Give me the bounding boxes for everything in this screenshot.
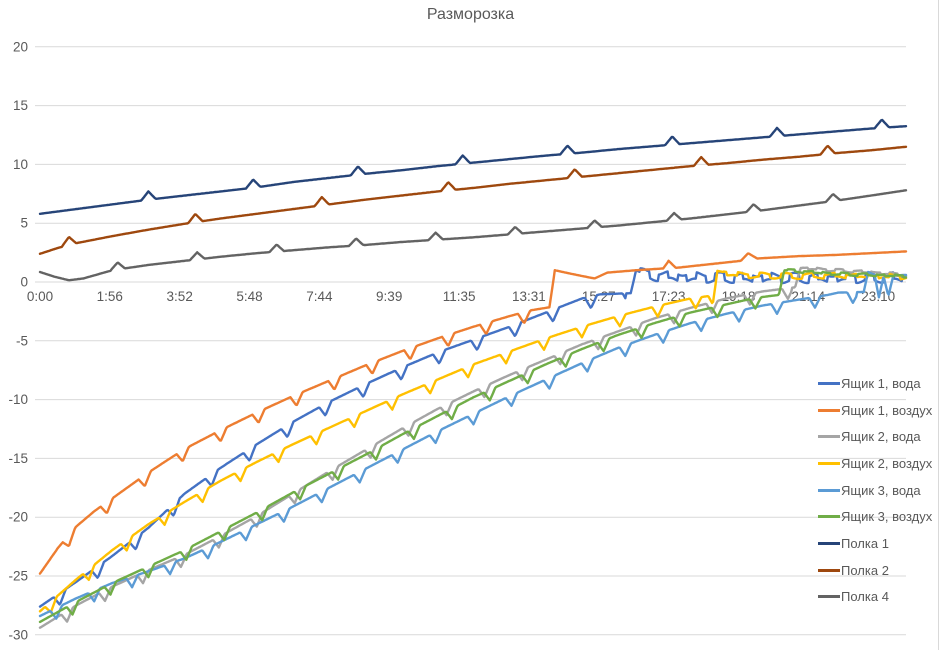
y-tick-label: -15 bbox=[8, 451, 28, 466]
y-tick-label: -10 bbox=[8, 392, 28, 407]
legend: Ящик 1, вода Ящик 1, воздух Ящик 2, вода Ящ… bbox=[818, 370, 936, 610]
legend-swatch-icon bbox=[818, 435, 840, 439]
legend-item-8: Полка 2 bbox=[818, 557, 936, 584]
legend-swatch-icon bbox=[818, 408, 840, 412]
series-line-9 bbox=[38, 189, 908, 282]
legend-item-5: Ящик 3, вода bbox=[818, 477, 936, 504]
y-tick-label: -5 bbox=[16, 333, 28, 348]
series-line-8 bbox=[38, 144, 908, 255]
y-tick-label: -25 bbox=[8, 569, 28, 584]
series-line-5 bbox=[38, 270, 908, 620]
series-line-7 bbox=[38, 118, 908, 215]
legend-label: Полка 4 bbox=[841, 589, 889, 605]
legend-swatch-icon bbox=[818, 541, 840, 545]
y-tick-label: -30 bbox=[8, 627, 28, 642]
x-tick-label: 15:27 bbox=[582, 289, 616, 304]
legend-label: Ящик 3, воздух bbox=[841, 509, 933, 525]
legend-swatch-icon bbox=[818, 488, 840, 492]
series-line-2 bbox=[38, 250, 908, 575]
legend-swatch-icon bbox=[818, 568, 840, 572]
x-tick-label: 7:44 bbox=[306, 289, 333, 304]
legend-swatch-icon bbox=[818, 461, 840, 465]
legend-item-7: Полка 1 bbox=[818, 530, 936, 557]
y-tick-label: 20 bbox=[13, 39, 28, 54]
legend-label: Ящик 2, вода bbox=[841, 429, 921, 445]
legend-label: Полка 1 bbox=[841, 535, 889, 551]
legend-swatch-icon bbox=[818, 595, 840, 599]
y-tick-label: 15 bbox=[13, 98, 28, 113]
legend-item-1: Ящик 1, вода bbox=[818, 370, 936, 397]
y-tick-label: 10 bbox=[13, 157, 28, 172]
legend-item-6: Ящик 3, воздух bbox=[818, 503, 936, 530]
y-tick-label: 0 bbox=[20, 275, 28, 290]
y-tick-label: 5 bbox=[20, 216, 28, 231]
x-tick-label: 0:00 bbox=[27, 289, 53, 304]
legend-label: Ящик 3, вода bbox=[841, 482, 921, 498]
x-tick-label: 11:35 bbox=[443, 289, 476, 304]
x-tick-label: 5:48 bbox=[236, 289, 262, 304]
x-tick-label: 1:56 bbox=[97, 289, 123, 304]
x-tick-label: 3:52 bbox=[167, 289, 193, 304]
series-line-4 bbox=[38, 269, 908, 614]
chart-title: Разморозка bbox=[426, 6, 515, 23]
legend-swatch-icon bbox=[818, 381, 840, 385]
x-tick-label: 9:39 bbox=[376, 289, 402, 304]
legend-item-3: Ящик 2, вода bbox=[818, 423, 936, 450]
legend-item-9: Полка 4 bbox=[818, 584, 936, 611]
x-tick-label: 13:31 bbox=[512, 289, 546, 304]
legend-label: Ящик 2, воздух bbox=[841, 455, 933, 471]
series-line-6 bbox=[38, 268, 908, 624]
legend-label: Ящик 1, вода bbox=[841, 375, 921, 391]
legend-item-2: Ящик 1, воздух bbox=[818, 397, 936, 424]
legend-item-4: Ящик 2, воздух bbox=[818, 450, 936, 477]
series-line-1 bbox=[38, 267, 908, 608]
legend-label: Ящик 1, воздух bbox=[841, 402, 933, 418]
legend-label: Полка 2 bbox=[841, 562, 889, 578]
y-tick-label: -20 bbox=[8, 510, 28, 525]
legend-swatch-icon bbox=[818, 515, 840, 519]
